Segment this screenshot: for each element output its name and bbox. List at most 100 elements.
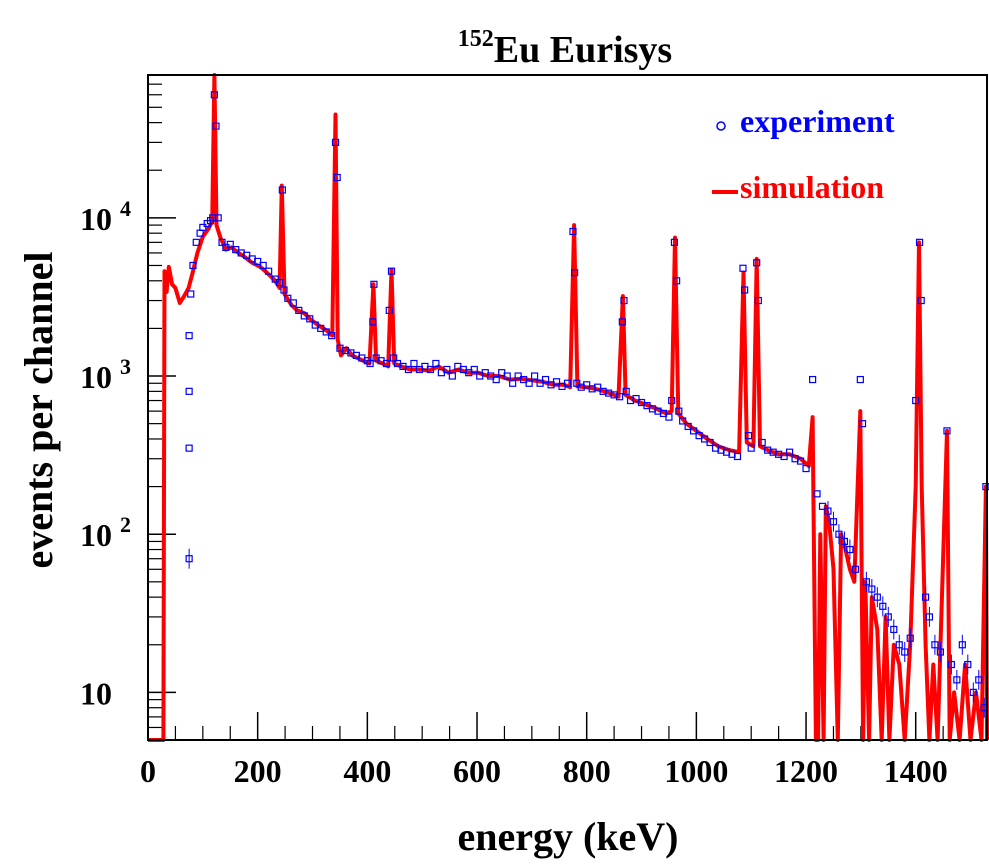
experiment-point [947,654,955,675]
experiment-point [958,634,966,655]
y-tick-label: 10 4 [80,196,131,237]
experiment-point [936,642,944,663]
experiment-point [953,669,961,690]
experiment-point [520,375,528,384]
experiment-point [284,294,292,302]
experiment-point [620,296,628,305]
experiment-point [563,379,572,387]
experiment-point [840,531,849,552]
experiment-point [185,332,193,340]
y-axis-label: events per channel [16,251,61,568]
experiment-point [668,396,676,405]
experiment-point [573,379,581,387]
experiment-point [583,381,591,389]
experiment-point [868,579,876,600]
experiment-point [873,587,881,608]
experiment-point [733,452,742,461]
experiment-point [295,306,303,314]
experiment-point [754,296,762,305]
experiment-point [404,365,413,374]
experiment-point [218,238,226,246]
experiment-point [835,524,843,545]
legend-simulation-label: simulation [740,169,884,205]
experiment-point [214,214,222,222]
experiment-point [426,365,435,374]
experiment-point [615,393,624,401]
experiment-point [964,654,972,675]
experiment-point [492,375,500,384]
experiment-point [278,186,286,194]
experiment-point [739,264,747,272]
experiment-point [443,365,451,374]
experiment-point [818,502,827,510]
experiment-point [901,642,909,663]
experiment-point [780,452,788,461]
experiment-point [276,278,284,287]
x-tick-label: 200 [234,753,282,789]
plot-frame [147,74,988,741]
y-tick-label: 10 3 [80,354,131,395]
experiment-point [410,359,418,368]
experiment-point [747,444,755,452]
experiment-point [382,359,391,368]
experiment-point [706,438,714,447]
experiment-point [509,379,517,387]
experiment-point [387,267,396,275]
experiment-point [470,365,478,374]
experiment-point [622,387,630,395]
experiment-point [785,448,794,456]
experiment-point [254,257,262,266]
x-tick-label: 1200 [774,753,838,789]
experiment-point [571,269,579,277]
x-tick-label: 600 [453,753,501,789]
x-tick-label: 800 [563,753,611,789]
experiment-point [192,238,200,246]
experiment-point [975,669,983,690]
series-experiment [185,91,989,718]
experiment-point [366,359,374,368]
legend-experiment-marker [716,121,726,131]
experiment-point [618,318,626,326]
experiment-point [758,438,766,447]
experiment-point [824,501,832,522]
experiment-point [333,173,341,182]
x-tick-label: 400 [343,753,391,789]
experiment-point [189,261,197,270]
experiment-point [243,251,251,259]
experiment-point [632,394,640,403]
experiment-point [265,267,273,275]
experiment-point [185,444,193,452]
experiment-point [884,606,892,627]
experiment-point [659,409,668,418]
experiment-point [322,328,330,336]
experiment-point [673,277,681,285]
experiment-point [846,539,854,560]
experiment-point [895,634,903,655]
experiment-point [921,587,930,608]
experiment-point [385,306,393,314]
x-tick-label: 1400 [884,753,948,789]
experiment-point [858,420,867,428]
experiment-point [448,372,456,380]
experiment-point [690,427,698,435]
experiment-point [552,378,561,386]
y-tick-label: 10 [80,675,112,711]
legend: experiment simulation [712,103,895,205]
experiment-point [185,387,193,395]
experiment-point [569,227,577,236]
experiment-point [915,238,924,246]
experiment-point [185,548,193,569]
experiment-point [925,606,934,627]
experiment-point [906,628,914,649]
y-tick-label: 10 2 [80,512,131,553]
experiment-point [744,432,753,440]
experiment-point [741,286,749,294]
experiment-point [862,571,870,592]
experiment-point [809,375,817,384]
experiment-point [331,138,340,146]
experiment-point [856,375,864,384]
experiment-point [369,318,377,326]
x-tick-label: 0 [140,753,156,789]
experiment-point [917,296,925,305]
